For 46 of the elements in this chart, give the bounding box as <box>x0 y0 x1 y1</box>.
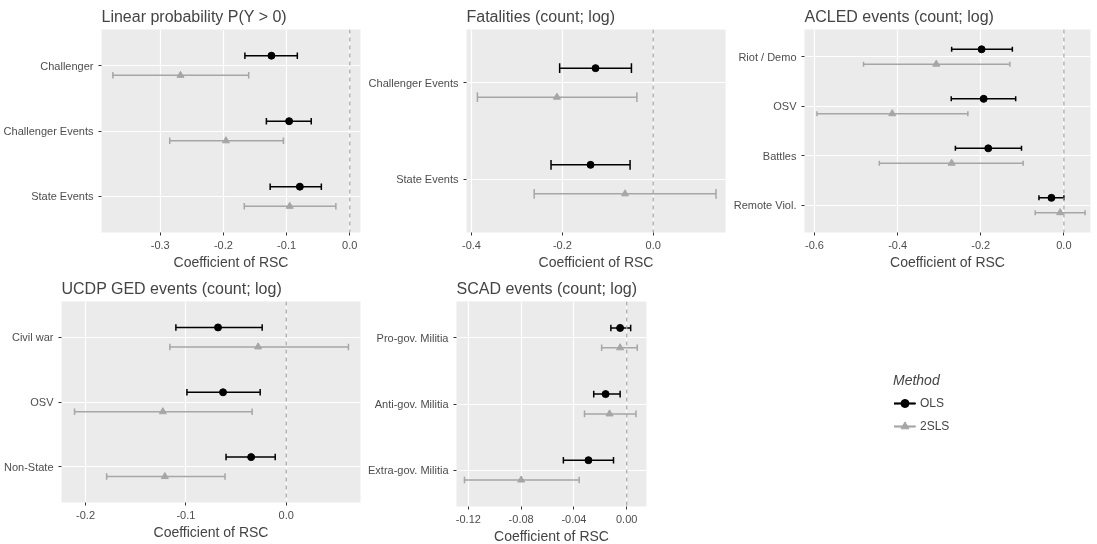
y-tick-label: Riot / Demo <box>738 50 797 63</box>
x-tick-label: -0.4 <box>888 238 908 251</box>
y-tick-label: State Events <box>31 190 94 203</box>
y-tick-label: Battles <box>762 149 797 162</box>
x-axis-title: Coefficient of RSC <box>890 253 1005 270</box>
y-tick-label: Anti-gov. Militia <box>374 398 450 410</box>
x-tick-label: 0.0 <box>278 508 294 521</box>
y-tick-label: OSV <box>773 100 798 113</box>
y-tick-label: Non-State <box>3 460 54 473</box>
x-axis-title: Coefficient of RSC <box>153 523 269 540</box>
x-axis-title: Coefficient of RSC <box>494 527 609 544</box>
legend-label: 2SLS <box>920 418 950 433</box>
legend-label: OLS <box>920 395 945 410</box>
x-tick-label: -0.2 <box>552 238 572 251</box>
x-tick-label: 0.0 <box>342 238 358 251</box>
chart-title: Linear probability P(Y > 0) <box>101 7 287 25</box>
x-axis-title: Coefficient of RSC <box>173 253 289 270</box>
y-tick-label: Extra-gov. Militia <box>368 464 450 477</box>
y-tick-label: Challenger Events <box>368 76 459 89</box>
x-axis-title: Coefficient of RSC <box>538 253 654 270</box>
x-tick-label: -0.6 <box>805 238 824 251</box>
x-tick-label: 0.00 <box>616 512 638 525</box>
y-tick-label: Challenger Events <box>3 125 94 137</box>
x-tick-label: -0.12 <box>455 512 481 525</box>
x-tick-label: -0.04 <box>561 512 587 525</box>
x-tick-label: -0.1 <box>277 238 297 251</box>
x-tick-label: -0.4 <box>462 238 481 251</box>
y-tick-label: Remote Viol. <box>733 199 797 212</box>
x-tick-label: -0.1 <box>176 508 196 521</box>
chart-title: Fatalities (count; log) <box>466 7 616 25</box>
chart-title: SCAD events (count; log) <box>456 279 638 297</box>
chart-title: ACLED events (count; log) <box>804 7 994 25</box>
x-tick-label: -0.3 <box>150 238 170 251</box>
y-tick-label: Civil war <box>11 331 54 344</box>
x-tick-label: -0.2 <box>213 238 233 251</box>
y-tick-label: OSV <box>30 396 55 408</box>
y-tick-label: State Events <box>396 173 459 186</box>
x-tick-label: 0.0 <box>1056 238 1072 251</box>
legend-title: Method <box>893 371 941 388</box>
x-tick-label: -0.08 <box>508 512 534 525</box>
y-tick-label: Pro-gov. Militia <box>376 331 450 344</box>
y-tick-label: Challenger <box>40 59 94 72</box>
chart-title: UCDP GED events (count; log) <box>61 279 282 297</box>
x-tick-label: 0.0 <box>645 238 661 251</box>
x-tick-label: -0.2 <box>971 238 991 251</box>
x-tick-label: -0.2 <box>76 508 96 521</box>
